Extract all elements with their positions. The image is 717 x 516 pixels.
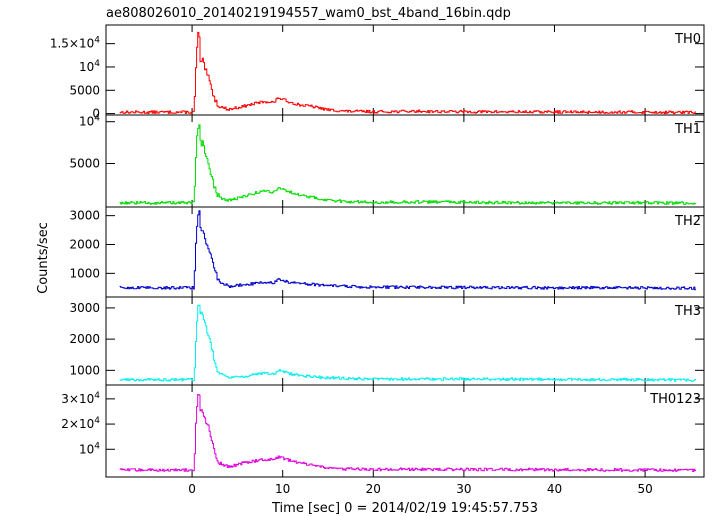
y-tick-label-TH0123: 3×104 (61, 391, 100, 406)
y-tick-label-TH0: 104 (79, 59, 100, 74)
panel-label-TH1: TH1 (674, 122, 701, 137)
chart-title: ae808026010_20140219194557_wam0_bst_4ban… (106, 6, 511, 21)
panel-label-TH0123: TH0123 (649, 392, 701, 407)
series-line-TH3 (119, 304, 697, 382)
x-tick-label: 20 (366, 482, 381, 496)
y-tick-label-TH0123: 104 (79, 441, 100, 456)
y-tick-label-TH0: 0 (92, 107, 100, 121)
y-tick-label-TH3: 2000 (69, 332, 100, 346)
y-tick-label-TH1: 104 (79, 114, 100, 129)
x-tick-label: 50 (637, 482, 652, 496)
series-line-TH1 (119, 124, 697, 205)
y-tick-label-TH0: 1.5×104 (50, 36, 100, 51)
series-line-TH0 (119, 31, 697, 115)
y-tick-label-TH1: 5000 (69, 157, 100, 171)
y-axis-label: Counts/sec (36, 222, 51, 294)
panel-label-TH2: TH2 (674, 214, 701, 229)
x-axis-label: Time [sec] 0 = 2014/02/19 19:45:57.753 (271, 501, 538, 516)
y-tick-label-TH2: 2000 (69, 238, 100, 252)
panel-label-TH3: TH3 (674, 304, 701, 319)
x-tick-label: 0 (188, 482, 196, 496)
x-tick-label: 40 (547, 482, 562, 496)
x-tick-label: 10 (275, 482, 290, 496)
x-tick-label: 30 (456, 482, 471, 496)
y-tick-label-TH0123: 2×104 (61, 416, 100, 431)
y-tick-label-TH3: 1000 (69, 363, 100, 377)
y-tick-label-TH0: 5000 (69, 83, 100, 97)
panel-frame-TH0123 (105, 384, 705, 478)
y-tick-label-TH2: 3000 (69, 209, 100, 223)
y-tick-label-TH3: 3000 (69, 301, 100, 315)
series-line-TH2 (119, 210, 697, 291)
series-line-TH0123 (119, 394, 697, 472)
panel-label-TH0: TH0 (674, 32, 701, 47)
y-tick-label-TH2: 1000 (69, 266, 100, 280)
panels-group: 0 5000 104 1.5×104 TH0 5000 104 TH1 1000 2000 3000… (50, 24, 705, 496)
